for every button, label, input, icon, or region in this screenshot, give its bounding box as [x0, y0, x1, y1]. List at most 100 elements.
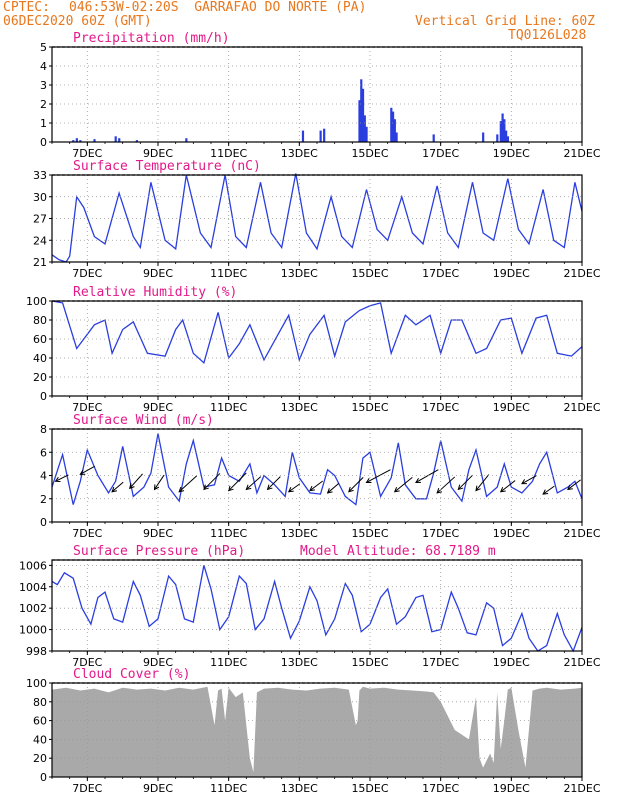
wind-vector-head — [129, 483, 135, 490]
y-tick-label: 1002 — [19, 602, 47, 615]
wind-vector — [228, 472, 247, 491]
x-tick-label: 15DEC — [351, 527, 388, 540]
y-tick-label: 40 — [33, 733, 47, 746]
x-tick-label: 15DEC — [351, 782, 388, 795]
precip-bar — [114, 136, 117, 142]
precip-bar — [185, 138, 188, 142]
wind-vector-head — [348, 486, 354, 493]
x-tick-label: 17DEC — [422, 656, 459, 669]
x-tick-label: 11DEC — [210, 147, 247, 160]
x-tick-label: 21DEC — [563, 527, 600, 540]
wind-vector-head — [266, 484, 273, 491]
y-tick-label: 2 — [40, 493, 47, 506]
pressure-line — [51, 565, 583, 653]
y-tick-label: 1004 — [19, 581, 47, 594]
wind-vector — [394, 476, 413, 493]
x-tick-label: 7DEC — [72, 147, 102, 160]
wind-vector-head — [287, 487, 294, 493]
y-tick-label: 0 — [40, 136, 47, 149]
wind-vector — [129, 473, 143, 489]
y-tick-label: 0 — [40, 390, 47, 403]
precip-bar — [395, 132, 398, 142]
y-tick-label: 4 — [40, 60, 47, 73]
precip-bar — [118, 138, 121, 142]
x-tick-label: 17DEC — [422, 782, 459, 795]
wind-vector — [203, 473, 221, 490]
x-tick-label: 21DEC — [563, 147, 600, 160]
wind-vector-head — [457, 484, 464, 491]
precip-bar — [393, 119, 396, 142]
wind-vector-head — [567, 484, 573, 491]
wind-vector — [80, 465, 95, 475]
wind-vector — [246, 476, 262, 490]
y-tick-label: 30 — [33, 191, 47, 204]
wind-vector-head — [178, 486, 185, 493]
x-tick-label: 7DEC — [72, 401, 102, 414]
x-tick-label: 11DEC — [210, 656, 247, 669]
precip-bar — [358, 100, 361, 142]
pressure-title: Surface Pressure (hPa) — [73, 544, 245, 559]
wind-vector — [542, 485, 555, 495]
x-tick-label: 9DEC — [143, 527, 173, 540]
wind-vector — [309, 480, 324, 492]
x-tick-label: 21DEC — [563, 401, 600, 414]
precip-bar — [496, 134, 499, 142]
y-tick-label: 80 — [33, 314, 47, 327]
precip-bar — [390, 107, 393, 142]
wind-vector — [55, 474, 69, 482]
x-tick-label: 17DEC — [422, 267, 459, 280]
wind-vector-head — [111, 486, 118, 493]
x-tick-label: 15DEC — [351, 267, 388, 280]
y-tick-label: 0 — [40, 771, 47, 784]
y-tick-label: 20 — [33, 752, 47, 765]
wind-vector-head — [153, 484, 160, 491]
y-tick-label: 3 — [40, 79, 47, 92]
x-tick-label: 9DEC — [143, 147, 173, 160]
x-tick-label: 19DEC — [493, 527, 530, 540]
y-tick-label: 0 — [40, 516, 47, 529]
pressure-subtitle: Model Altitude: 68.7189 m — [300, 544, 496, 559]
x-tick-label: 17DEC — [422, 401, 459, 414]
x-tick-label: 11DEC — [210, 267, 247, 280]
wind-vector-head — [499, 486, 506, 493]
wind-vector-head — [309, 485, 315, 492]
x-tick-label: 17DEC — [422, 147, 459, 160]
y-tick-label: 4 — [40, 470, 47, 483]
precip-bar — [365, 126, 368, 142]
precip-bar — [505, 130, 508, 142]
y-tick-label: 1006 — [19, 559, 47, 572]
x-tick-label: 21DEC — [563, 656, 600, 669]
y-tick-label: 2 — [40, 98, 47, 111]
header-source: CPTEC: — [3, 0, 50, 15]
precip-bar — [503, 119, 506, 142]
wind-vector — [178, 475, 198, 493]
cloud-title: Cloud Cover (%) — [73, 667, 190, 682]
wind-vector-head — [521, 479, 527, 485]
cloud-cover-area — [52, 686, 582, 777]
wind-vector — [436, 476, 456, 494]
wind-vector-head — [227, 485, 234, 492]
x-tick-label: 21DEC — [563, 267, 600, 280]
x-tick-label: 13DEC — [281, 782, 318, 795]
x-tick-label: 19DEC — [493, 147, 530, 160]
precip-bar — [323, 128, 326, 142]
y-tick-label: 8 — [40, 423, 47, 436]
header-grid-note: Vertical Grid Line: 60Z — [415, 14, 596, 29]
y-tick-label: 6 — [40, 446, 47, 459]
y-tick-label: 27 — [33, 213, 47, 226]
wind-vector — [500, 480, 516, 493]
temperature-line — [51, 173, 583, 263]
y-tick-label: 60 — [33, 715, 47, 728]
wind-vector — [154, 474, 165, 490]
x-tick-label: 17DEC — [422, 527, 459, 540]
wind-title: Surface Wind (m/s) — [73, 413, 214, 428]
wind-vector-head — [203, 484, 209, 491]
x-tick-label: 7DEC — [72, 267, 102, 280]
x-tick-label: 15DEC — [351, 656, 388, 669]
wind-vector — [327, 482, 340, 494]
wind-vector-head — [79, 469, 86, 475]
precip-bar — [361, 88, 365, 142]
wind-vector-head — [475, 485, 481, 492]
precip-bar — [301, 130, 305, 142]
